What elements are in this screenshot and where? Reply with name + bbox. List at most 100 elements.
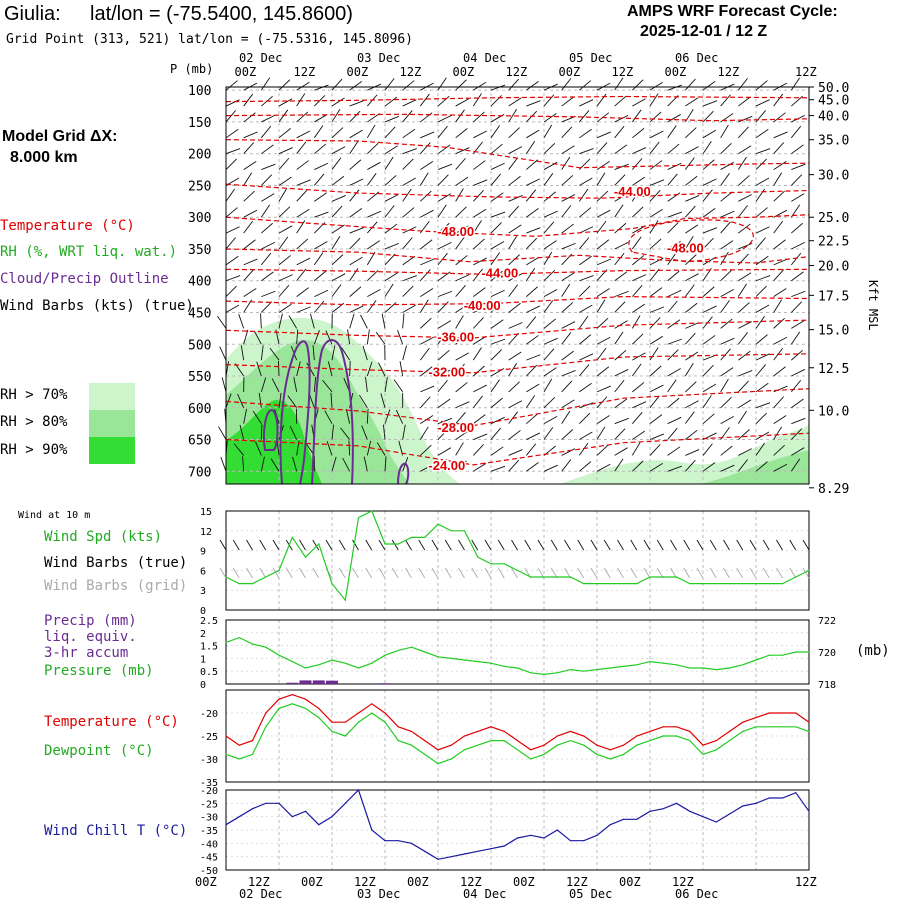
wind-barb	[702, 462, 716, 472]
wind-barb	[384, 283, 394, 297]
wind-barb	[260, 204, 271, 218]
temperature-contour	[225, 268, 810, 276]
wind-barb	[561, 321, 576, 329]
temperature-line-point	[278, 698, 280, 700]
wind-speed-line-point	[622, 583, 625, 585]
wind-barb	[278, 128, 291, 139]
dewpoint-line-point	[755, 726, 757, 728]
wind-barb	[384, 242, 400, 250]
wind-barb	[649, 414, 663, 425]
wind-barb	[614, 204, 624, 218]
legend-rh80-swatch	[89, 410, 135, 437]
wind-barb	[773, 426, 782, 440]
wind-barb	[225, 304, 240, 313]
pressure-line-point	[596, 669, 598, 671]
temperature-contour	[225, 95, 810, 103]
wind-barb	[420, 317, 432, 329]
wind-barb	[526, 354, 541, 361]
wind-barb	[402, 424, 406, 440]
temperature-line-point	[225, 735, 227, 737]
wind-barb-true	[431, 539, 439, 551]
wind-barb	[349, 286, 362, 297]
wind-barb	[543, 397, 556, 409]
wind-barb	[243, 142, 255, 154]
wind-barb	[561, 369, 576, 377]
wind-barb	[578, 442, 589, 456]
wind-barb	[543, 124, 553, 139]
wind-barb	[632, 274, 647, 282]
pressure-line-point	[755, 659, 757, 661]
bottom-date-tick-label: 04 Dec	[463, 887, 506, 900]
pressure-line-point	[728, 667, 731, 669]
wind-barb-grid	[670, 567, 677, 579]
wind-barb	[543, 113, 557, 123]
wind-barb-true	[405, 539, 412, 551]
wind-barb	[437, 241, 452, 250]
cloud-outline	[262, 408, 279, 451]
wind-barb	[614, 144, 628, 155]
wind-barb	[384, 409, 391, 424]
wind-barb	[685, 302, 698, 313]
wind-barb	[472, 395, 483, 409]
wind-barb	[419, 347, 430, 361]
wind-barb	[755, 412, 767, 424]
pressure-line-point	[715, 669, 717, 671]
temperature-line-point	[238, 744, 240, 746]
wind-barb	[755, 353, 770, 361]
wind-barb	[791, 163, 806, 170]
wind-barb	[632, 176, 646, 186]
top-hour-tick-label: 00Z	[235, 65, 257, 79]
wind-barb	[455, 206, 467, 218]
wind-barb	[225, 99, 240, 107]
wind-barb	[278, 313, 283, 329]
wind-barb	[561, 126, 573, 139]
wind-barb	[366, 173, 377, 186]
wind-barb	[261, 241, 276, 250]
y-tick-label: 2.5	[200, 616, 218, 627]
wind-chill-line-point	[596, 834, 598, 836]
wind-barb	[314, 84, 329, 91]
wind-barb-true	[683, 539, 691, 551]
wind-barb	[667, 143, 680, 155]
wind-barb	[667, 84, 682, 91]
wind-barb	[755, 364, 766, 377]
wind-barb	[490, 289, 505, 298]
wind-barb	[260, 125, 272, 139]
wind-speed-line-point	[304, 556, 307, 558]
wind-barb	[614, 222, 627, 234]
wind-barb	[596, 239, 610, 250]
p-tick-label: 700	[188, 465, 211, 480]
wind-barb	[256, 361, 262, 377]
wind-barb	[437, 114, 452, 123]
pressure-line-point	[675, 664, 678, 666]
wind-barb	[632, 128, 645, 139]
wind-barb	[225, 255, 239, 266]
wind-barb-true	[776, 539, 783, 551]
kft-tick-label: 30.0	[818, 169, 849, 184]
wind-barb	[508, 205, 520, 218]
wind-barb	[579, 80, 592, 91]
temperature-line-point	[304, 698, 307, 700]
y-tick-label: 0	[200, 606, 206, 617]
wind-barb	[649, 141, 660, 154]
site-latlon: lat/lon = (-75.5400, 145.8600)	[90, 3, 353, 25]
wind-barb	[543, 210, 558, 218]
wind-barb	[331, 273, 346, 282]
wind-barb	[526, 413, 538, 424]
wind-barb	[667, 270, 680, 282]
temperature-line-point	[636, 735, 638, 737]
wind-barb	[632, 79, 644, 91]
wind-barb	[261, 271, 274, 282]
wind-barb	[243, 209, 258, 218]
wind-barb-true	[630, 539, 638, 551]
wind-barb	[579, 382, 592, 393]
wind-barb	[791, 301, 803, 313]
dewpoint-line-point	[410, 744, 413, 746]
wind-barb	[366, 251, 376, 266]
wind-barb-grid	[723, 567, 730, 579]
wind-barb	[240, 345, 245, 361]
dewpoint-line-point	[278, 707, 280, 710]
wind-barb	[490, 84, 506, 91]
wind-barb	[685, 224, 699, 234]
wind-barb	[437, 369, 452, 377]
